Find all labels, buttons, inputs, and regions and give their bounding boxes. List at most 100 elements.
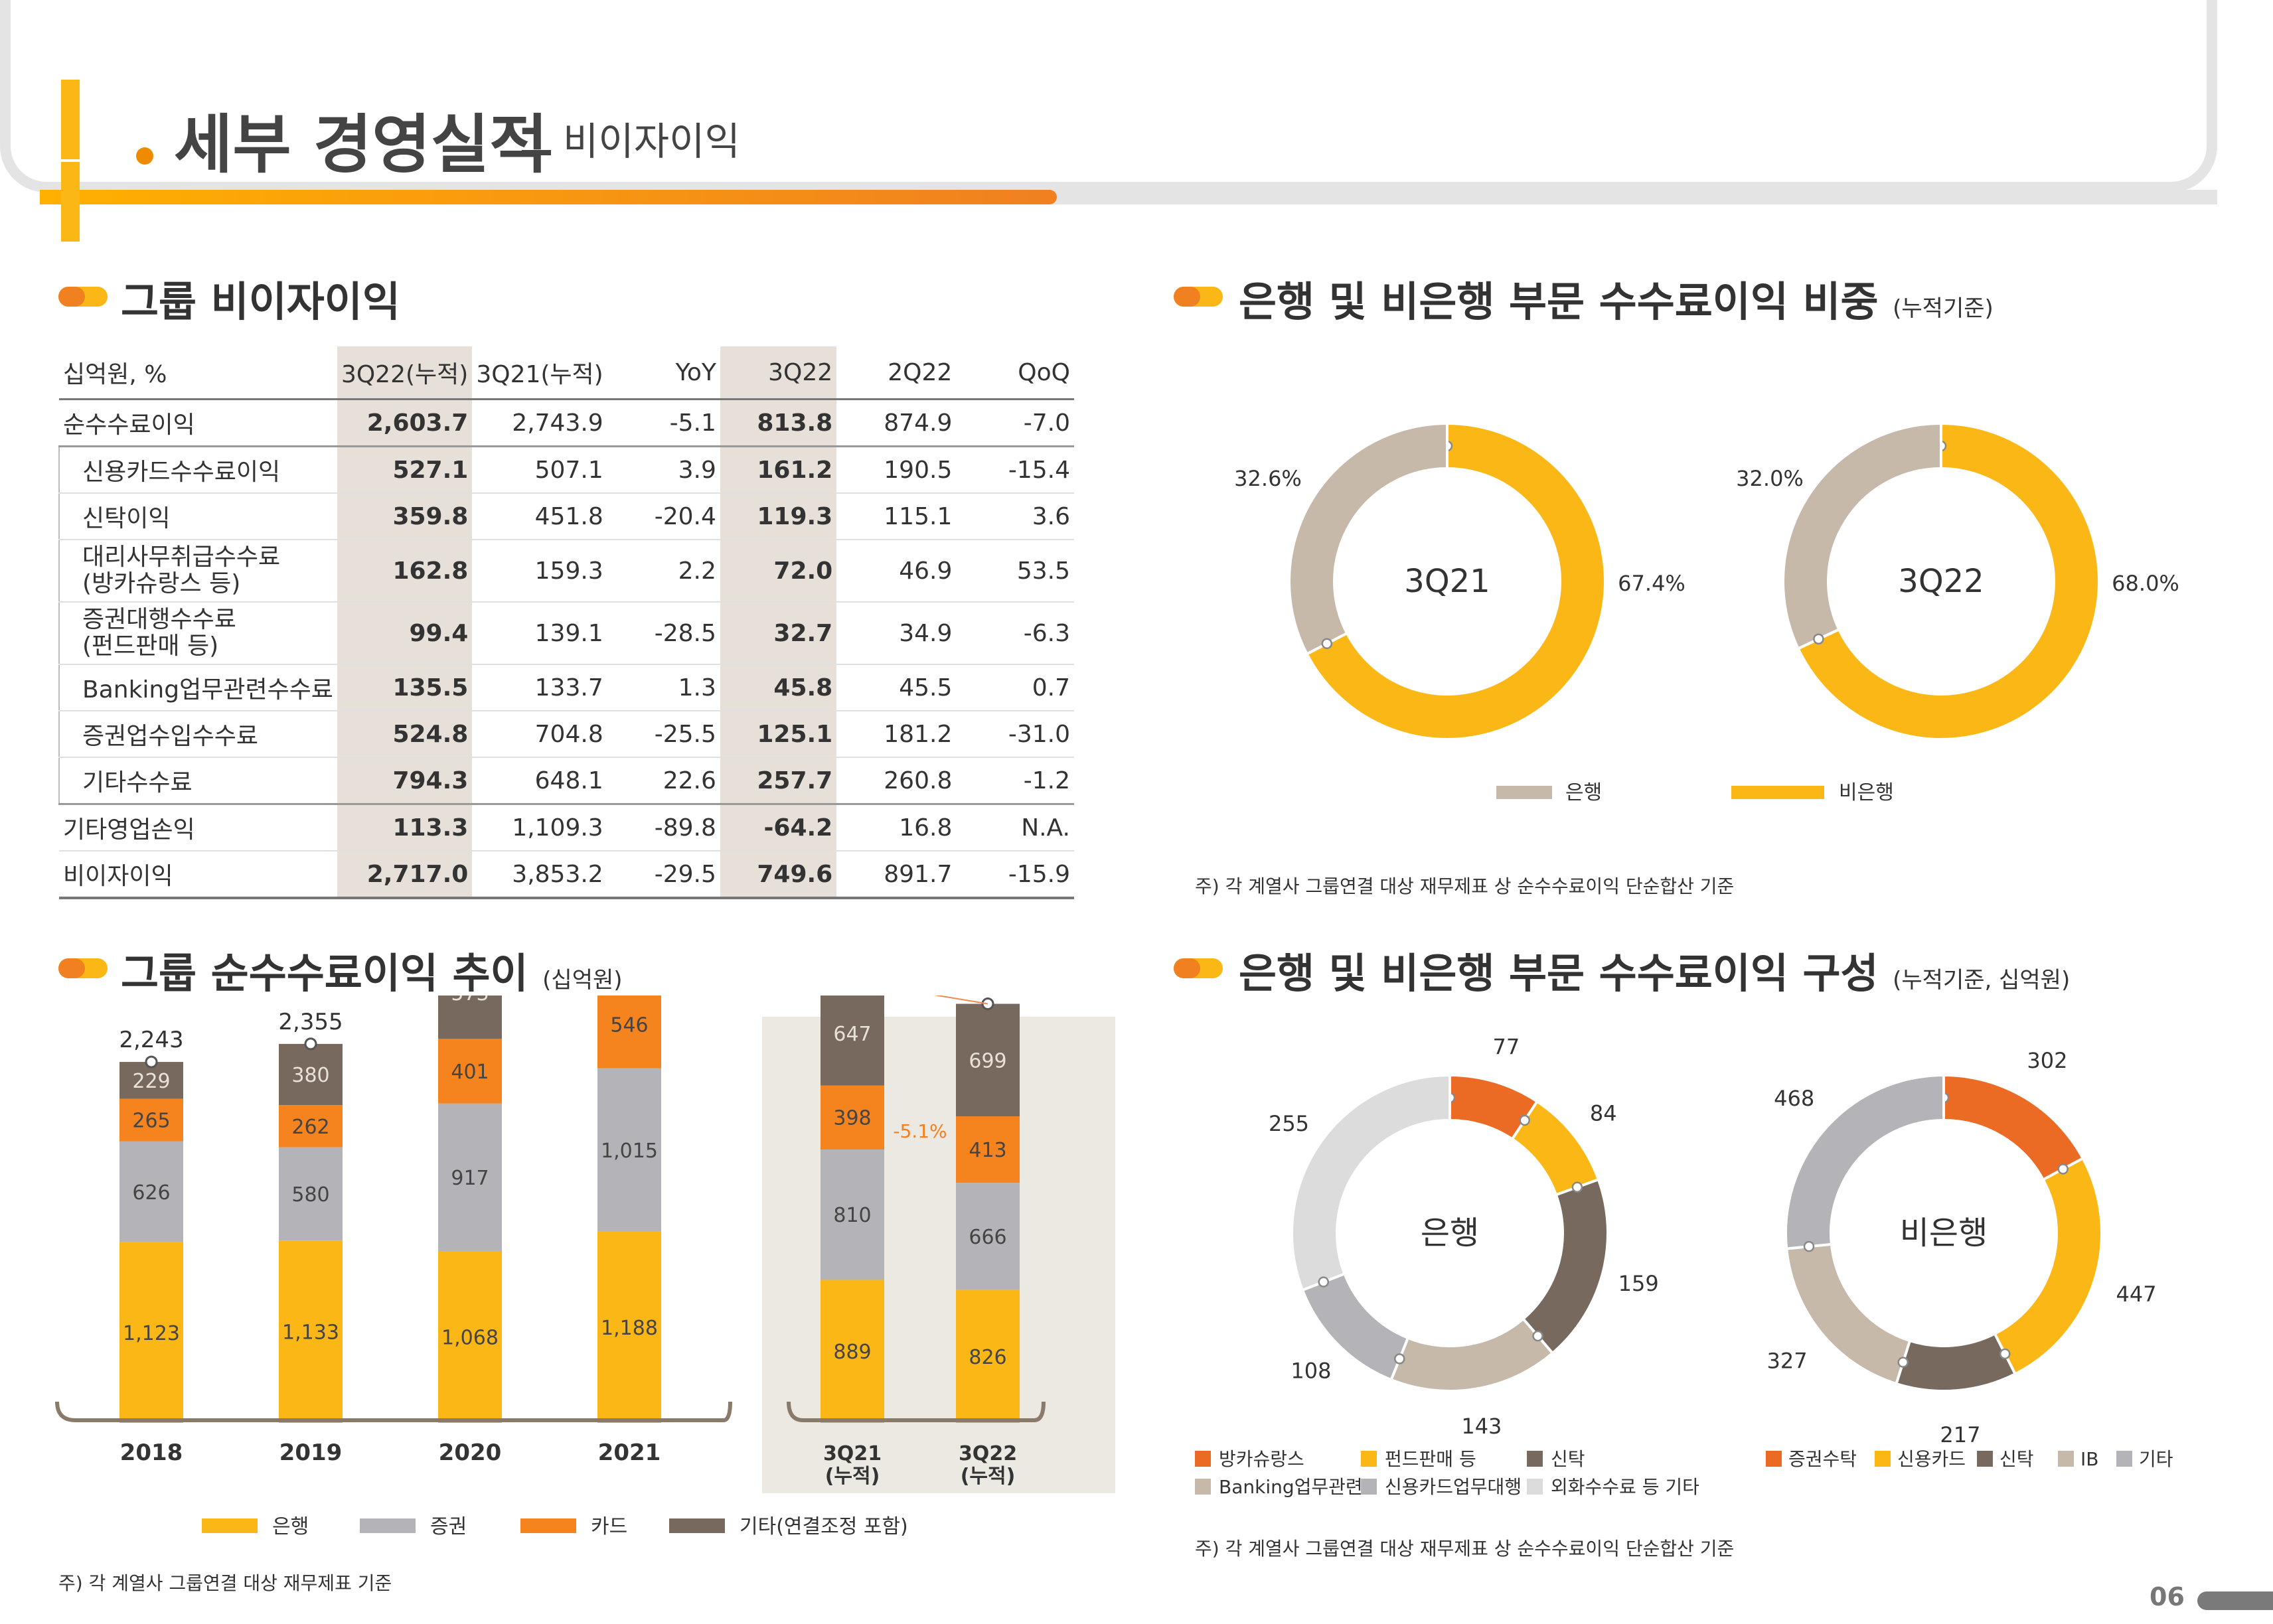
legend-label: 은행: [272, 1515, 309, 1538]
slice-label: 108: [1291, 1359, 1331, 1384]
cell: 99.4: [337, 602, 473, 665]
cell: -25.5: [607, 711, 720, 758]
cell: 794.3: [337, 757, 473, 805]
legend-swatch: [1195, 1451, 1211, 1467]
legend-label: 외화수수료 등 기타: [1551, 1476, 1699, 1498]
ratio-footnote: 주) 각 계열사 그룹연결 대상 재무제표 상 순수수료이익 단순합산 기준: [1195, 875, 1735, 897]
section-title-ratio: 은행 및 비은행 부문 수수료이익 비중 (누적기준): [1239, 277, 1994, 326]
cell: 135.5: [337, 664, 473, 711]
slice-marker: [1813, 633, 1824, 645]
cell: 2,743.9: [472, 399, 607, 447]
section-title-trend: 그룹 순수수료이익 추이 (십억원): [121, 949, 623, 997]
table-row: 기타수수료 794.3 648.1 22.6 257.7 260.8 -1.2: [58, 757, 1074, 805]
cell: 257.7: [720, 757, 837, 805]
donut-slice: [1784, 1073, 1945, 1250]
bar-value-label: 1,188: [601, 1317, 658, 1340]
cell: 16.8: [836, 804, 957, 851]
slice-marker: [1318, 1276, 1329, 1288]
legend-label: 방카슈랑스: [1219, 1448, 1304, 1470]
cell: 113.3: [337, 804, 473, 851]
category-label: (누적): [961, 1465, 1016, 1488]
bar-segment: [279, 1105, 343, 1147]
bar-value-label: 917: [451, 1167, 489, 1190]
legend-swatch: [669, 1518, 725, 1533]
legend-label: 증권: [430, 1515, 467, 1538]
bar-value-label: 1,133: [282, 1321, 339, 1345]
table-header: QoQ: [956, 346, 1074, 400]
bar-segment: [438, 1039, 502, 1104]
legend-swatch-nonbank: [1731, 786, 1824, 799]
cell: -6.3: [956, 602, 1074, 665]
trend-stacked-bar-chart: 1,123 626 265 229 2,243 2018 1,133 580 262 380 2,3…: [55, 996, 1115, 1538]
cell: 46.9: [836, 540, 957, 603]
cell: 45.5: [836, 664, 957, 711]
slice-label: 32.0%: [1736, 466, 1804, 491]
slice-marker: [1999, 1348, 2011, 1360]
bar-segment: [821, 996, 884, 1086]
row-label: 순수수료이익: [59, 399, 337, 447]
cell: 53.5: [956, 540, 1074, 603]
category-label: 3Q22: [959, 1442, 1017, 1465]
page-number: 06: [2150, 1582, 2185, 1611]
row-label: 신탁이익: [58, 493, 337, 540]
page-subtitle: 비이자이익: [563, 119, 740, 164]
cell: 119.3: [720, 493, 837, 540]
row-label: 대리사무취급수수료 (방카슈랑스 등): [58, 540, 337, 603]
legend-swatch: [1527, 1479, 1543, 1495]
cell: 115.1: [836, 493, 957, 540]
trend-footnote: 주) 각 계열사 그룹연결 대상 재무제표 기준: [58, 1572, 392, 1594]
bar-top-marker: [981, 997, 994, 1011]
table-header: YoY: [607, 346, 720, 400]
legend-label: 신용카드: [1897, 1448, 1966, 1470]
bar-segment: [279, 1240, 343, 1423]
bar-value-label: 580: [291, 1183, 329, 1207]
composition-footnote: 주) 각 계열사 그룹연결 대상 재무제표 상 순수수료이익 단순합산 기준: [1195, 1538, 1735, 1560]
slice-marker: [1394, 1353, 1405, 1365]
section-roman-numeral-icon: [61, 80, 114, 242]
donut-center-label: 3Q21: [1404, 563, 1490, 600]
cell: 0.7: [956, 664, 1074, 711]
section-title-group-nonint: 그룹 비이자이익: [121, 277, 400, 326]
table-header: 십억원, %: [59, 346, 337, 400]
bar-segment: [119, 1098, 183, 1142]
table-row: 신용카드수수료이익 527.1 507.1 3.9 161.2 190.5 -1…: [58, 446, 1074, 494]
bar-value-label: 699: [969, 1049, 1006, 1072]
cell: 181.2: [836, 711, 957, 758]
bar-segment: [279, 1147, 343, 1241]
bar-segment: [279, 1043, 343, 1106]
bar-segment: [956, 1003, 1020, 1117]
legend-label: 증권수탁: [1788, 1448, 1857, 1470]
cell: 260.8: [836, 757, 957, 805]
legend-swatch: [202, 1518, 258, 1533]
bar-value-label: 380: [291, 1064, 329, 1087]
bar-total-label: 2,243: [119, 1027, 183, 1053]
bar-value-label: 1,123: [123, 1322, 180, 1345]
bar-value-label: 810: [833, 1204, 871, 1227]
table-row: 증권대행수수료 (펀드판매 등) 99.4 139.1 -28.5 32.7 3…: [58, 602, 1074, 665]
slice-label: 447: [2116, 1282, 2157, 1307]
slice-marker: [1532, 1330, 1543, 1342]
bar-value-label: 666: [969, 1226, 1006, 1249]
table-row: 비이자이익 2,717.0 3,853.2 -29.5 749.6 891.7 …: [59, 851, 1074, 899]
cell: 125.1: [720, 711, 837, 758]
cell: 133.7: [472, 664, 607, 711]
slice-label: 255: [1269, 1111, 1309, 1136]
legend-label: 신탁: [1999, 1448, 2034, 1470]
bar-segment: [597, 1068, 661, 1232]
cumulative-bracket: [787, 1401, 1046, 1422]
legend-swatch: [2116, 1451, 2132, 1467]
cell: 32.7: [720, 602, 837, 665]
cell: 3.9: [607, 446, 720, 494]
slice-label: 159: [1618, 1271, 1659, 1296]
table-row: Banking업무관련수수료 135.5 133.7 1.3 45.8 45.5…: [58, 664, 1074, 711]
legend-swatch: [1875, 1451, 1891, 1467]
legend-label: 은행: [1565, 781, 1602, 804]
table-header: 3Q21(누적): [472, 346, 607, 400]
roman-dot-icon: [136, 147, 153, 165]
cell: 451.8: [472, 493, 607, 540]
bar-segment: [597, 996, 661, 1069]
row-label: 증권대행수수료 (펀드판매 등): [58, 602, 337, 665]
table-row: 대리사무취급수수료 (방카슈랑스 등) 162.8 159.3 2.2 72.0…: [58, 540, 1074, 603]
cell: -64.2: [720, 804, 837, 851]
section-bullet-icon: [1174, 958, 1223, 978]
